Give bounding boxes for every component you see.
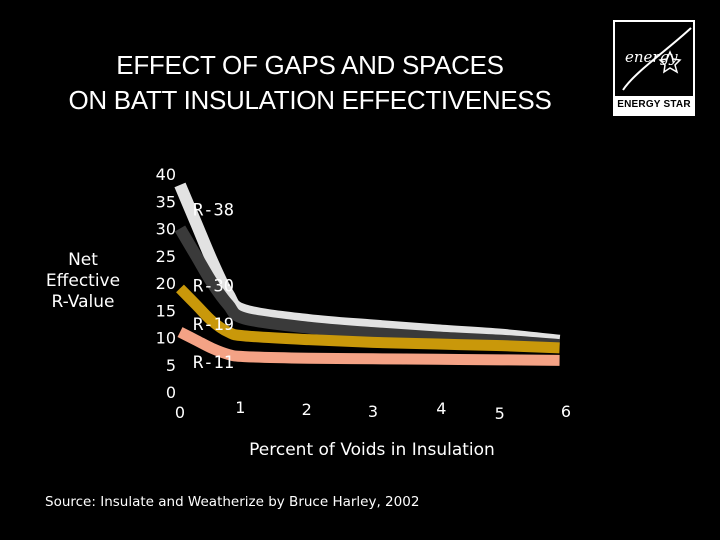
y-tick-label: 5 [166,356,176,375]
y-tick-label: 15 [156,301,176,320]
series-label-r-38: R-38 [193,200,234,220]
energy-star-logo: energy ENERGY STAR [613,20,695,116]
x-tick-label: 0 [175,403,185,422]
title-line-2: ON BATT INSULATION EFFECTIVENESS [68,85,552,115]
y-tick-label: 25 [156,247,176,266]
y-axis-label-line-1: Net [68,250,98,270]
series-label-group: R-38 R-30 R-19 R-11 [193,200,234,373]
series-group [174,182,561,366]
y-tick-label: 35 [156,192,176,211]
y-tick-label: 10 [156,329,176,348]
x-tick-label: 5 [495,404,505,423]
slide-title: EFFECT OF GAPS AND SPACES ON BATT INSULA… [20,48,600,118]
energy-star-swoosh-icon: energy [622,27,692,91]
y-tick-label: 0 [166,383,176,402]
y-axis-label-line-3: R-Value [51,292,115,312]
y-axis-label: Net Effective R-Value [28,250,138,313]
series-line-r-11 [177,327,560,366]
title-line-1: EFFECT OF GAPS AND SPACES [116,50,504,80]
series-label-r-11: R-11 [193,353,234,373]
x-tick-group: 0 1 2 3 4 5 6 [175,398,571,423]
x-tick-label: 4 [436,399,446,418]
x-tick-label: 6 [561,402,571,421]
series-label-r-19: R-19 [193,315,234,335]
series-label-r-30: R-30 [193,277,234,297]
logo-band: ENERGY STAR [615,96,693,114]
y-tick-label: 30 [156,220,176,239]
source-citation: Source: Insulate and Weatherize by Bruce… [45,494,420,510]
y-axis-label-line-2: Effective [45,271,121,291]
x-tick-label: 1 [235,398,245,417]
y-tick-label: 20 [156,274,176,293]
y-tick-label: 40 [156,165,176,184]
series-line-r-30 [174,225,561,352]
series-line-r-38 [174,182,561,347]
y-tick-group: 0 5 10 15 20 25 30 35 40 [156,165,176,402]
series-line-r-19 [176,284,560,354]
x-tick-label: 3 [368,402,378,421]
logo-script-text: energy [625,48,678,66]
x-tick-label: 2 [302,400,312,419]
x-axis-label: Percent of Voids in Insulation [249,440,495,460]
